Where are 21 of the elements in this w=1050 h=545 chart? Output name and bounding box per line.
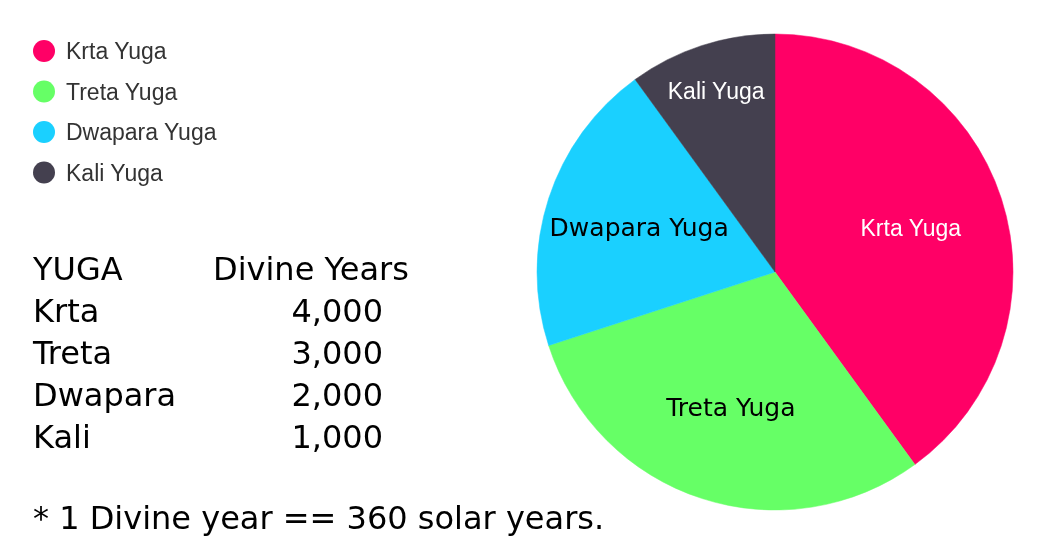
- slice-label: Dwapara Yuga: [549, 213, 729, 243]
- text: YUGA: [32, 250, 123, 288]
- text: Krta: [33, 292, 100, 330]
- text: Dwapara: [33, 376, 177, 414]
- text: Kali: [33, 418, 91, 456]
- legend-label: Krta Yuga: [66, 38, 167, 64]
- legend-label: Dwapara Yuga: [66, 119, 217, 145]
- legend-label: Kali Yuga: [66, 159, 163, 186]
- text: 2,000: [291, 376, 383, 414]
- legend-label: Treta Yuga: [66, 78, 178, 105]
- slice-label: Kali Yuga: [667, 77, 765, 104]
- text: * 1 Divine year == 360 solar years.: [33, 499, 605, 537]
- text: 4,000: [291, 292, 383, 330]
- text: Divine Years: [213, 250, 409, 288]
- text: 1,000: [291, 418, 383, 456]
- slice-label: Treta Yuga: [665, 393, 796, 423]
- text: 3,000: [291, 334, 383, 372]
- text: Treta: [32, 334, 113, 372]
- pie-slice: [548, 271, 916, 511]
- pie-slice: [537, 79, 776, 346]
- slice-label: Krta Yuga: [860, 214, 962, 241]
